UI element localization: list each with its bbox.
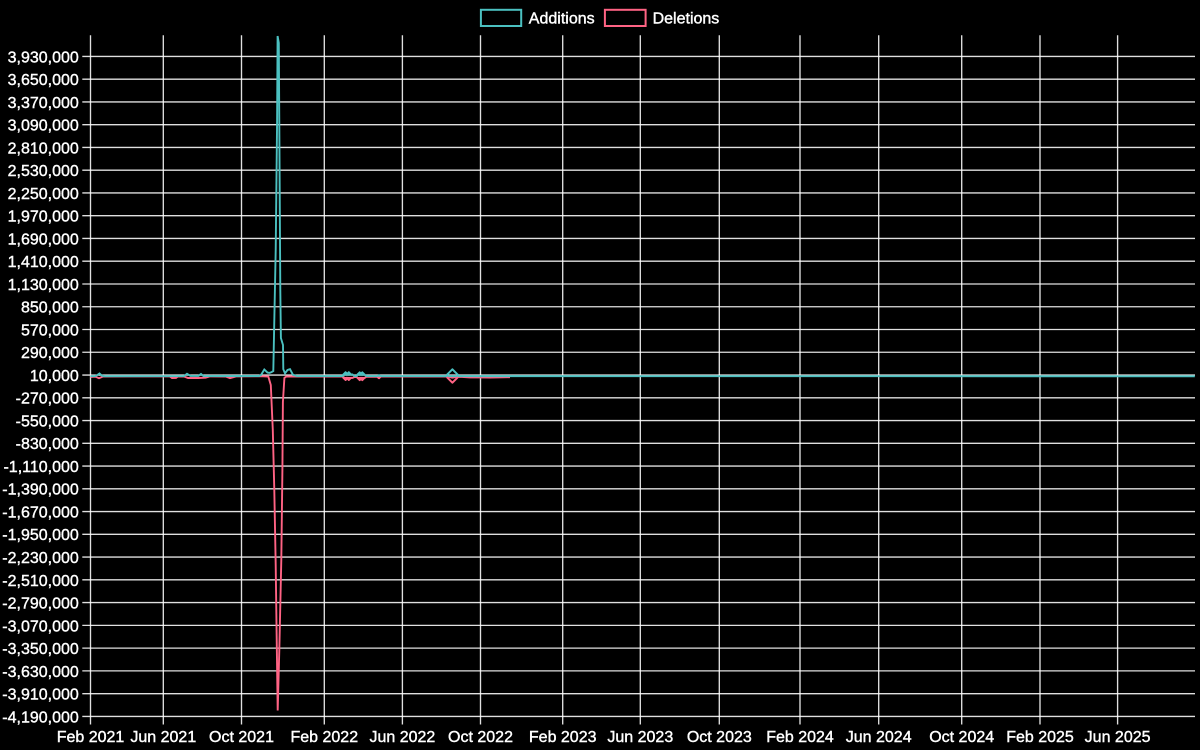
svg-text:Jun 2023: Jun 2023 <box>607 729 673 746</box>
svg-text:1,690,000: 1,690,000 <box>8 231 79 248</box>
svg-text:-2,510,000: -2,510,000 <box>2 573 79 590</box>
svg-text:-1,950,000: -1,950,000 <box>2 527 79 544</box>
svg-text:10,000: 10,000 <box>30 368 79 385</box>
svg-text:2,250,000: 2,250,000 <box>8 186 79 203</box>
svg-text:2,530,000: 2,530,000 <box>8 163 79 180</box>
svg-text:850,000: 850,000 <box>21 300 79 317</box>
svg-text:-4,190,000: -4,190,000 <box>2 709 79 726</box>
svg-text:Feb 2023: Feb 2023 <box>529 729 597 746</box>
svg-text:Oct 2022: Oct 2022 <box>448 729 513 746</box>
svg-text:-2,790,000: -2,790,000 <box>2 596 79 613</box>
svg-text:-1,670,000: -1,670,000 <box>2 504 79 521</box>
svg-text:-2,230,000: -2,230,000 <box>2 550 79 567</box>
svg-text:1,130,000: 1,130,000 <box>8 277 79 294</box>
svg-text:Jun 2024: Jun 2024 <box>846 729 912 746</box>
svg-text:-830,000: -830,000 <box>16 436 79 453</box>
svg-text:Oct 2021: Oct 2021 <box>209 729 274 746</box>
svg-text:Additions: Additions <box>529 11 595 28</box>
svg-text:1,970,000: 1,970,000 <box>8 209 79 226</box>
svg-text:Oct 2023: Oct 2023 <box>687 729 752 746</box>
svg-text:-550,000: -550,000 <box>16 413 79 430</box>
svg-text:Jun 2021: Jun 2021 <box>130 729 196 746</box>
svg-text:3,370,000: 3,370,000 <box>8 95 79 112</box>
svg-text:Deletions: Deletions <box>653 11 720 28</box>
svg-text:3,650,000: 3,650,000 <box>8 72 79 89</box>
svg-text:-3,350,000: -3,350,000 <box>2 641 79 658</box>
svg-text:Feb 2024: Feb 2024 <box>766 729 834 746</box>
svg-text:1,410,000: 1,410,000 <box>8 254 79 271</box>
svg-text:-270,000: -270,000 <box>16 391 79 408</box>
svg-text:-1,390,000: -1,390,000 <box>2 482 79 499</box>
svg-text:Jun 2022: Jun 2022 <box>369 729 435 746</box>
svg-text:Oct 2024: Oct 2024 <box>929 729 994 746</box>
svg-text:3,930,000: 3,930,000 <box>8 49 79 66</box>
svg-text:Feb 2021: Feb 2021 <box>57 729 125 746</box>
svg-text:Feb 2022: Feb 2022 <box>290 729 358 746</box>
svg-text:570,000: 570,000 <box>21 322 79 339</box>
svg-text:-1,110,000: -1,110,000 <box>3 459 78 476</box>
svg-text:Jun 2025: Jun 2025 <box>1085 729 1151 746</box>
svg-text:3,090,000: 3,090,000 <box>8 118 79 135</box>
svg-text:-3,630,000: -3,630,000 <box>2 664 79 681</box>
svg-text:Feb 2025: Feb 2025 <box>1006 729 1074 746</box>
svg-text:2,810,000: 2,810,000 <box>8 140 79 157</box>
svg-text:-3,910,000: -3,910,000 <box>2 687 79 704</box>
svg-text:290,000: 290,000 <box>21 345 79 362</box>
svg-text:-3,070,000: -3,070,000 <box>2 618 79 635</box>
